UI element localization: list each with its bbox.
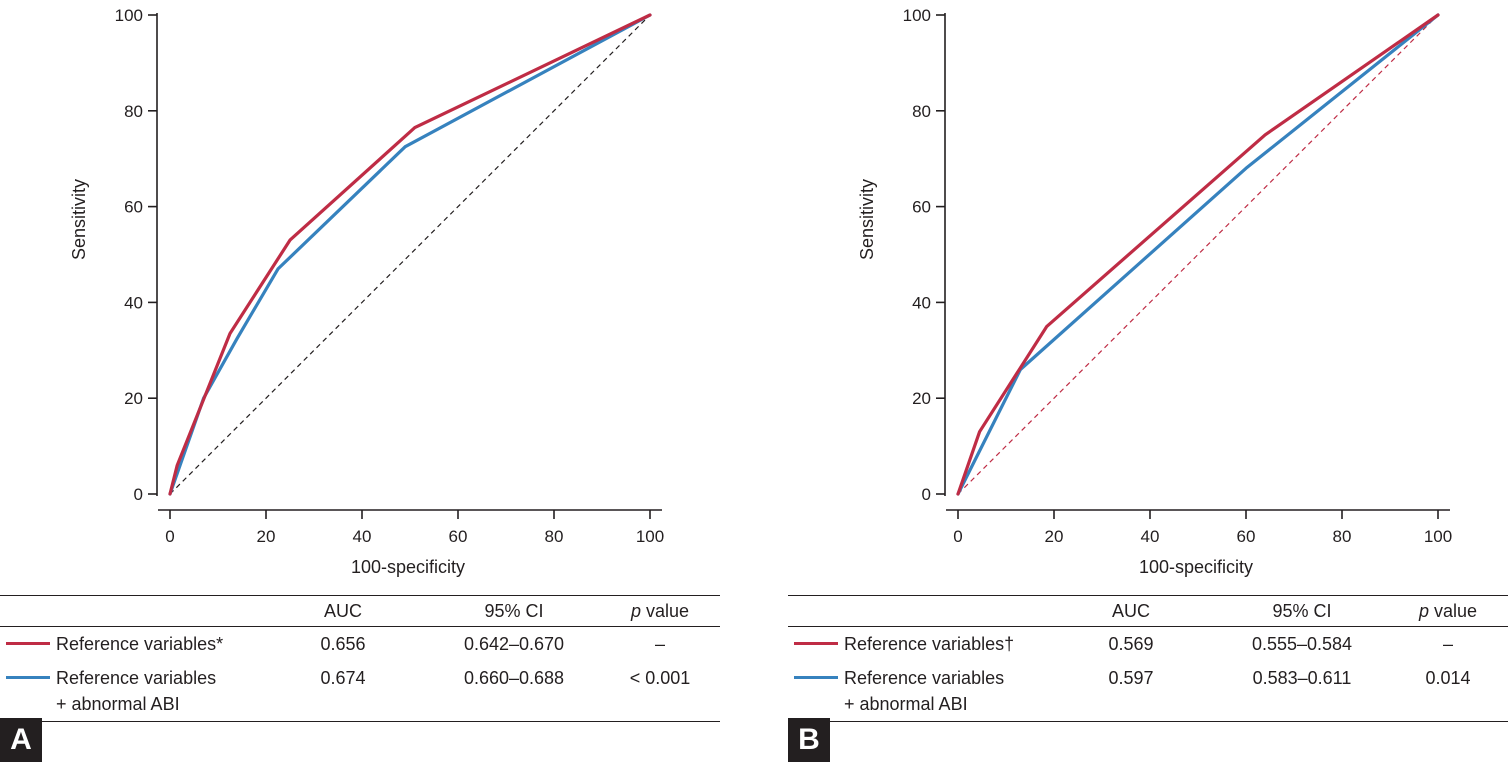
reference-variables-roc-line (956, 13, 1440, 496)
roc-chart-a: 0 20 40 60 80 100 0 20 40 60 80 100 100-specificity S… (69, 6, 664, 577)
panel-label-b: B (788, 718, 830, 762)
y-tick-label: 40 (124, 293, 143, 312)
auc-value: 0.569 (1108, 634, 1154, 654)
y-tick-label: 80 (912, 102, 931, 121)
stats-table-b: AUC 95% CI p value Reference variables† … (788, 595, 1508, 722)
chance-diagonal-line (169, 14, 651, 495)
ci-value: 0.555–0.584 (1251, 634, 1353, 654)
ci-header: 95% CI (1272, 600, 1332, 621)
reference-line-swatch (794, 641, 838, 645)
reference-variables-roc-line (168, 13, 652, 496)
p-value: 0.014 (1425, 668, 1471, 688)
table-row: Reference variables + abnormal ABI 0.597 … (788, 661, 1508, 722)
x-tick-label: 20 (1045, 527, 1064, 546)
x-tick-label: 0 (165, 527, 174, 546)
panel-label-a: A (0, 718, 42, 762)
chance-diagonal-line (957, 14, 1439, 495)
p-value: – (1442, 634, 1453, 654)
x-axis-title: 100-specificity (1139, 557, 1253, 577)
x-tick-label: 40 (353, 527, 372, 546)
panel-a: 0 20 40 60 80 100 0 20 40 60 80 100 100-specificity S… (0, 0, 740, 762)
auc-value: 0.597 (1108, 668, 1154, 688)
combined-line-swatch (6, 675, 50, 679)
p-value: < 0.001 (629, 668, 691, 688)
p-value-header: p value (630, 600, 690, 621)
x-tick-label: 40 (1141, 527, 1160, 546)
auc-header: AUC (323, 600, 362, 621)
y-tick-label: 60 (912, 198, 931, 217)
y-tick-label: 100 (903, 6, 931, 25)
x-tick-label: 100 (636, 527, 664, 546)
p-value-header: p value (1418, 600, 1478, 621)
x-tick-label: 80 (1333, 527, 1352, 546)
y-axis-title: Sensitivity (69, 179, 89, 260)
auc-header: AUC (1111, 600, 1150, 621)
ci-value: 0.642–0.670 (463, 634, 565, 654)
combined-line-swatch (794, 675, 838, 679)
y-axis-title: Sensitivity (857, 179, 877, 260)
combined-abi-roc-line (956, 13, 1440, 496)
p-value: – (654, 634, 665, 654)
table-header-row: AUC 95% CI p value (788, 595, 1508, 627)
y-tick-label: 20 (912, 389, 931, 408)
ci-value: 0.583–0.611 (1252, 668, 1352, 688)
x-tick-label: 100 (1424, 527, 1452, 546)
row-label: Reference variables* (0, 627, 258, 662)
ci-header: 95% CI (484, 600, 544, 621)
y-tick-label: 80 (124, 102, 143, 121)
x-axis-title: 100-specificity (351, 557, 465, 577)
table-row: Reference variables* 0.656 0.642–0.670 – (0, 627, 720, 662)
y-tick-label: 100 (115, 6, 143, 25)
y-tick-label: 40 (912, 293, 931, 312)
reference-line-swatch (6, 641, 50, 645)
table-row: Reference variables† 0.569 0.555–0.584 – (788, 627, 1508, 662)
table-header-row: AUC 95% CI p value (0, 595, 720, 627)
auc-value: 0.674 (320, 668, 366, 688)
auc-value: 0.656 (320, 634, 366, 654)
x-tick-label: 60 (1237, 527, 1256, 546)
row-label: Reference variables† (788, 627, 1046, 662)
ci-value: 0.660–0.688 (463, 668, 565, 688)
y-tick-label: 60 (124, 198, 143, 217)
x-tick-label: 80 (545, 527, 564, 546)
row-label: Reference variables + abnormal ABI (0, 661, 258, 722)
panel-b: 0 20 40 60 80 100 0 20 40 60 80 100 100-specificity S… (788, 0, 1508, 762)
row-label: Reference variables + abnormal ABI (788, 661, 1046, 722)
y-tick-label: 0 (922, 485, 931, 504)
x-tick-label: 0 (953, 527, 962, 546)
x-tick-label: 20 (257, 527, 276, 546)
roc-chart-b: 0 20 40 60 80 100 0 20 40 60 80 100 100-specificity S… (857, 6, 1452, 577)
x-tick-label: 60 (449, 527, 468, 546)
table-row: Reference variables + abnormal ABI 0.674 … (0, 661, 720, 722)
stats-table-a: AUC 95% CI p value Reference variables* … (0, 595, 720, 722)
y-tick-label: 20 (124, 389, 143, 408)
y-tick-label: 0 (134, 485, 143, 504)
